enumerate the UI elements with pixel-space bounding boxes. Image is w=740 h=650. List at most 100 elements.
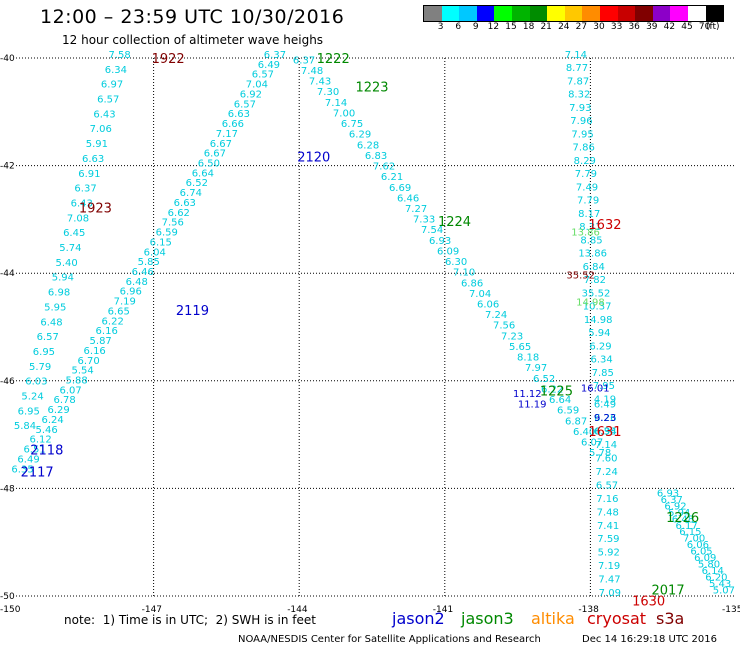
swh-value: 7.58 [108,50,130,61]
legend-swatch [494,6,512,21]
swh-value: 6.48 [126,277,148,288]
swh-value-highlight: 11.19 [518,400,547,411]
swh-value: 6.51 [23,445,45,456]
swh-value: 7.33 [413,215,435,226]
satellite-s3a: s3a [656,609,685,628]
swh-value: 5.07 [713,585,735,596]
swh-value: 5.94 [52,273,74,284]
swh-value: 7.06 [90,124,112,135]
swh-value: 6.57 [37,332,59,343]
swh-value: 7.14 [325,98,347,109]
swh-value: 6.78 [53,395,75,406]
swh-value: 8.29 [574,156,596,167]
legend-label: 6 [455,22,462,32]
track-time-label: 1923 [79,202,112,217]
track-time-label: 2017 [652,584,685,599]
swh-value: 7.60 [595,454,617,465]
swh-value: 6.46 [397,193,419,204]
legend-label: 27 [575,22,588,32]
swh-value: 5.46 [35,425,57,436]
swh-value: 7.59 [597,534,619,545]
swh-value: 6.07 [59,385,81,396]
legend-swatch [635,6,653,21]
swh-value: 7.00 [683,534,705,545]
track-time-label: 1222 [317,52,350,67]
swh-value: 6.87 [565,416,587,427]
swh-value: 7.82 [584,275,606,286]
credit-text: NOAA/NESDIS Center for Satellite Applica… [238,634,541,645]
track-time-label: 2120 [297,151,330,166]
swh-value: 6.62 [168,208,190,219]
swh-value: 6.22 [541,384,563,395]
swh-value-highlight: 6.38 [594,427,616,438]
swh-value-highlight: 16.01 [581,384,610,395]
legend-swatch [582,6,600,21]
swh-value: 6.29 [349,130,371,141]
swh-value: 5.85 [138,257,160,268]
swh-value: 6.37 [74,184,96,195]
swh-value: 6.09 [437,246,459,257]
color-legend-unit: (ft) [706,22,720,32]
swh-value: 6.24 [41,415,63,426]
footer-note: note: 1) Time is in UTC; 2) SWH is in fe… [64,613,316,627]
swh-value: 6.57 [97,95,119,106]
swh-value: 7.14 [595,440,617,451]
legend-swatch [652,6,671,21]
satellite-cryosat: cryosat [587,609,647,628]
swh-value: 6.57 [252,70,274,81]
swh-value: 7.93 [569,103,591,114]
lat-tick-label: -42 [0,162,15,172]
swh-value: 6.35 [11,464,33,475]
swh-value: 7.97 [525,363,547,374]
color-legend-labels: 3 6 9 12 15 18 21 24 27 30 33 36 39 42 45 70 [423,22,723,34]
swh-value: 5.92 [598,548,620,559]
swh-value: 7.79 [575,169,597,180]
swh-value: 7.24 [596,467,618,478]
swh-value: 6.52 [533,374,555,385]
swh-value: 7.87 [567,76,589,87]
swh-value: 5.78 [589,448,611,459]
lat-tick-label: -44 [0,269,15,279]
lat-tick-label: -48 [0,484,15,494]
swh-value: 6.95 [33,347,55,358]
swh-value: 7.56 [162,218,184,229]
satellite-jason3: jason3 [461,609,514,628]
lon-tick-label: -135 [722,605,740,615]
swh-value: 8.32 [568,90,590,101]
swh-value: 6.91 [78,169,100,180]
legend-swatch [476,6,495,21]
swh-value-highlight: 9.23 [594,413,616,424]
track-time-label: 2117 [21,465,54,480]
swh-value: 6.20 [705,572,727,583]
swh-value: 8.17 [578,209,600,220]
swh-value: 7.96 [570,116,592,127]
swh-value: 13.86 [578,249,607,260]
legend-swatch [459,6,477,21]
swh-value: 8.85 [580,235,602,246]
swh-value: 6.22 [102,316,124,327]
swh-value: 7.43 [309,77,331,88]
swh-value: 6.16 [96,326,118,337]
legend-label: 21 [540,22,552,32]
legend-swatch [705,6,724,21]
swh-value: 6.04 [144,247,166,258]
swh-value: 6.14 [702,566,724,577]
swh-value: 7.79 [577,196,599,207]
lat-tick-label: -46 [0,377,15,387]
swh-value-highlight: 13.86 [571,228,600,239]
swh-value: 6.48 [40,317,62,328]
lon-tick-label: -144 [287,605,308,615]
swh-value: 7.95 [593,381,615,392]
swh-value: 7.47 [598,575,620,586]
swh-value: 5.43 [709,579,731,590]
track-time-label: 1223 [355,81,388,96]
swh-value: 6.15 [679,527,701,538]
swh-value: 6.06 [477,300,499,311]
legend-label: 18 [522,22,535,32]
swh-value: 6.93 [657,488,679,499]
swh-value: 7.04 [469,289,491,300]
swh-value: 6.83 [365,151,387,162]
satellite-altika: altika [531,609,575,628]
swh-value: 14.98 [584,315,613,326]
swh-value: 7.62 [373,162,395,173]
